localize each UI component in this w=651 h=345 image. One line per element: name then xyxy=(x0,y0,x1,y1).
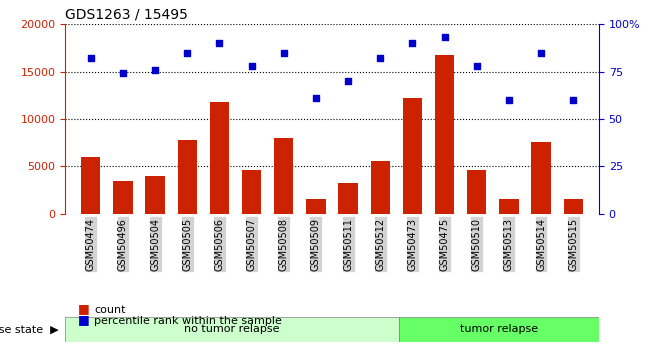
Bar xyxy=(81,157,100,214)
Text: GSM50510: GSM50510 xyxy=(472,218,482,271)
Text: GSM50473: GSM50473 xyxy=(408,218,417,271)
Bar xyxy=(531,142,551,214)
Text: GSM50515: GSM50515 xyxy=(568,218,578,271)
Point xyxy=(504,97,514,103)
Bar xyxy=(564,199,583,214)
Bar xyxy=(435,56,454,214)
Text: GSM50474: GSM50474 xyxy=(86,218,96,271)
Bar xyxy=(339,183,358,214)
Text: GDS1263 / 15495: GDS1263 / 15495 xyxy=(65,8,188,22)
Point xyxy=(471,63,482,69)
Point xyxy=(182,50,193,55)
Point xyxy=(311,95,321,101)
Bar xyxy=(274,138,294,214)
Point xyxy=(150,67,160,72)
Text: GSM50504: GSM50504 xyxy=(150,218,160,271)
Text: GSM50509: GSM50509 xyxy=(311,218,321,271)
Bar xyxy=(370,161,390,214)
Point xyxy=(214,40,225,46)
Text: GSM50507: GSM50507 xyxy=(247,218,256,271)
Text: GSM50505: GSM50505 xyxy=(182,218,192,271)
Text: percentile rank within the sample: percentile rank within the sample xyxy=(94,316,283,326)
Text: ■: ■ xyxy=(78,313,90,326)
Point xyxy=(536,50,546,55)
Point xyxy=(247,63,257,69)
Bar xyxy=(65,317,399,342)
Bar xyxy=(399,317,599,342)
Bar xyxy=(210,102,229,214)
Bar xyxy=(242,170,261,214)
Bar xyxy=(403,98,422,214)
Text: GSM50508: GSM50508 xyxy=(279,218,289,271)
Bar xyxy=(467,170,486,214)
Text: no tumor relapse: no tumor relapse xyxy=(184,325,280,334)
Point xyxy=(375,56,385,61)
Text: GSM50475: GSM50475 xyxy=(439,218,450,271)
Point xyxy=(343,78,353,84)
Text: GSM50512: GSM50512 xyxy=(375,218,385,271)
Text: count: count xyxy=(94,305,126,315)
Point xyxy=(568,97,578,103)
Bar xyxy=(178,140,197,214)
Text: GSM50511: GSM50511 xyxy=(343,218,353,271)
Point xyxy=(439,35,450,40)
Point xyxy=(86,56,96,61)
Bar xyxy=(499,199,519,214)
Bar xyxy=(113,181,133,214)
Text: GSM50496: GSM50496 xyxy=(118,218,128,270)
Text: GSM50506: GSM50506 xyxy=(214,218,225,271)
Text: tumor relapse: tumor relapse xyxy=(460,325,538,334)
Point xyxy=(118,71,128,76)
Bar xyxy=(145,176,165,214)
Point xyxy=(407,40,417,46)
Text: disease state  ▶: disease state ▶ xyxy=(0,325,59,334)
Text: GSM50513: GSM50513 xyxy=(504,218,514,271)
Point xyxy=(279,50,289,55)
Text: ■: ■ xyxy=(78,302,90,315)
Text: GSM50514: GSM50514 xyxy=(536,218,546,271)
Bar xyxy=(306,199,326,214)
